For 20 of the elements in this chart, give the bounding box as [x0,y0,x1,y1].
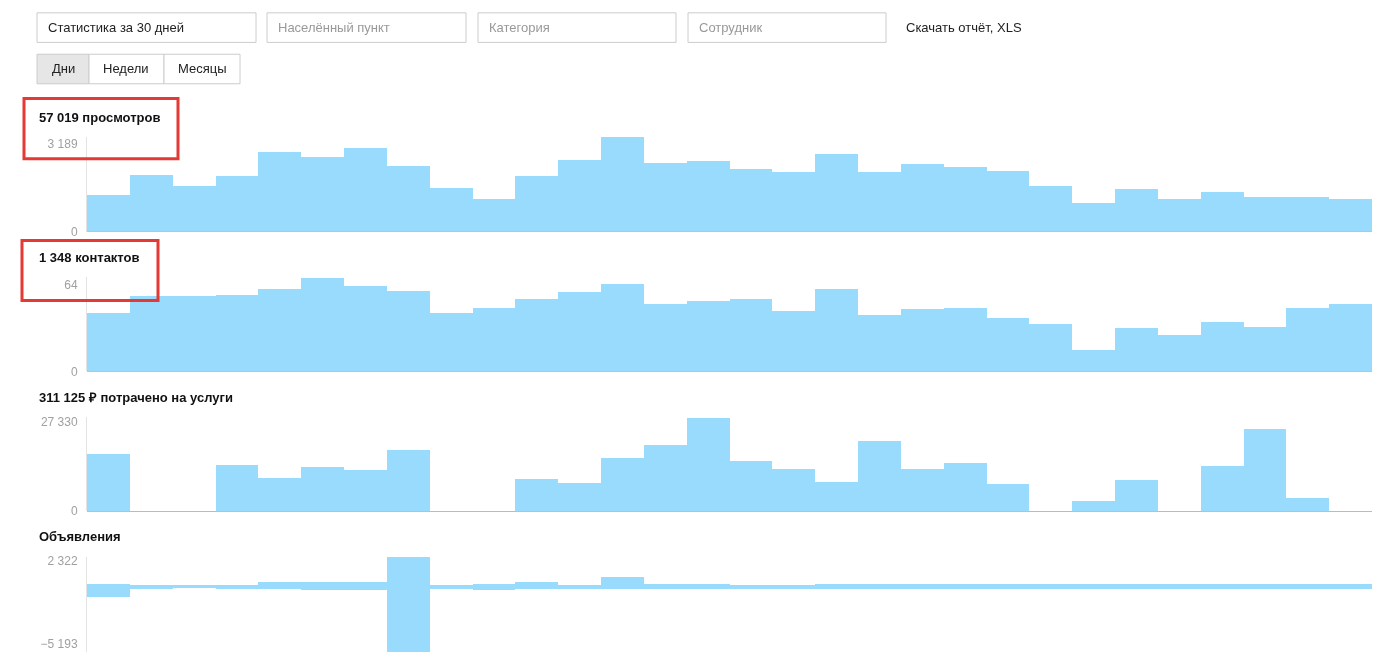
y-tick-label: 0 [70,224,78,239]
y-tick-label: 0 [70,364,78,379]
text: Недели [103,61,149,76]
chart-title: Объявления [39,529,121,544]
text: Населённый пункт [278,20,390,35]
y-tick-label: 27 330 [40,415,78,430]
y-tick-label: 64 [64,278,78,293]
text: Месяцы [178,61,227,76]
text: Статистика за 30 дней [48,20,185,35]
chart-title: 57 019 просмотров [39,110,161,125]
text: Категория [489,20,550,35]
chart-title: 1 348 контактов [39,250,140,265]
y-tick-label: 2 322 [47,553,78,568]
text: Скачать отчёт, XLS [906,20,1022,35]
text: Сотрудник [699,20,763,35]
y-tick-label: −5 193 [40,636,78,651]
y-tick-label: 0 [70,504,78,519]
chart-title: 311 125 ₽ потрачено на услуги [39,390,233,405]
text: Дни [52,61,76,76]
y-tick-label: 3 189 [47,137,78,152]
